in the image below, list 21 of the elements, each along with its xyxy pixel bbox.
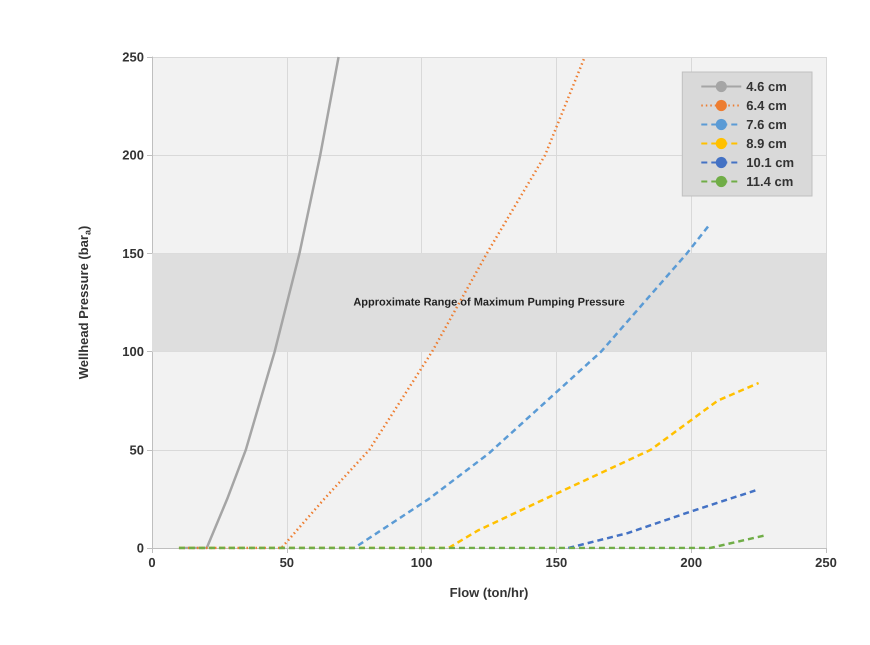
y-tick-label: 50 xyxy=(130,442,144,458)
y-axis-title: Wellhead Pressure (bara) xyxy=(76,226,92,380)
y-tick-label: 150 xyxy=(122,246,144,261)
x-tick-label: 250 xyxy=(815,555,837,570)
y-tick-label: 0 xyxy=(136,540,144,556)
legend-label: 6.4 cm xyxy=(746,98,787,113)
x-tick-label: 150 xyxy=(546,555,568,570)
x-tick-label: 200 xyxy=(680,555,702,570)
y-tick-label: 200 xyxy=(122,148,144,163)
x-axis-title: Flow (ton/hr) xyxy=(450,585,528,600)
x-tick-label: 100 xyxy=(410,555,432,570)
legend-label: 7.6 cm xyxy=(746,117,787,132)
legend-label: 4.6 cm xyxy=(746,79,787,94)
x-tick-label: 0 xyxy=(148,555,156,570)
band-label: Approximate Range of Maximum Pumping Pressure xyxy=(353,296,625,308)
x-tick-label: 50 xyxy=(280,555,294,570)
legend-label: 11.4 cm xyxy=(746,174,794,189)
legend-label: 10.1 cm xyxy=(746,155,794,170)
y-tick-label: 100 xyxy=(122,344,144,360)
legend-label: 8.9 cm xyxy=(746,136,787,151)
y-tick-label: 250 xyxy=(122,50,144,64)
